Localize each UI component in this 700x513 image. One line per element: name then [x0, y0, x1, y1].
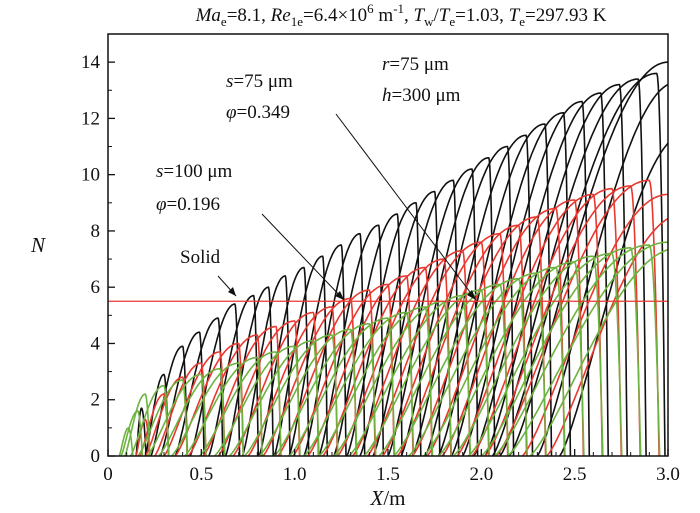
n-factor-curve — [273, 255, 329, 456]
series-layer — [118, 61, 668, 456]
n-factor-curve — [183, 356, 263, 456]
n-factor-curve — [303, 311, 415, 456]
n-factor-curve — [189, 303, 241, 456]
n-factor-curve — [318, 306, 434, 456]
series-2 — [118, 241, 668, 456]
n-factor-curve — [521, 193, 668, 456]
annotation-s100-spacing: s=100 μm — [156, 161, 233, 182]
n-factor-curve — [450, 112, 572, 456]
annotation-s100-arrowhead — [335, 291, 344, 300]
annotation-s100-porosity: φ=0.196 — [156, 194, 220, 215]
y-tick-label: 4 — [91, 333, 101, 354]
n-factor-curve — [243, 334, 339, 456]
n-factor-curve — [144, 376, 189, 456]
n-factor-curve — [157, 368, 226, 456]
n-factor-curve — [424, 134, 534, 456]
y-axis-label: N — [30, 233, 46, 257]
annotation-solid: Solid — [180, 247, 221, 268]
y-tick-label: 2 — [91, 390, 101, 411]
n-factor-curve — [228, 339, 320, 456]
chart-title: Mae=8.1, Re1e=6.4×106 m-1, Tw/Te=1.03, T… — [195, 1, 607, 29]
y-tick-label: 6 — [91, 277, 101, 298]
n-factor-curve — [508, 61, 668, 456]
n-factor-curve — [146, 373, 207, 456]
n-factor-curve — [150, 345, 189, 456]
x-tick-label: 0 — [103, 464, 113, 485]
n-factor-curve — [491, 78, 647, 456]
n-factor-curve — [303, 232, 366, 456]
n-factor-curve — [387, 168, 479, 456]
x-tick-label: 3.0 — [656, 464, 680, 485]
n-factor-curve — [163, 351, 226, 456]
n-factor-curve — [129, 384, 170, 456]
n-factor-curve — [208, 294, 260, 456]
n-factor-curve — [258, 328, 358, 456]
n-factor-curve — [318, 224, 385, 456]
n-factor-curve — [546, 217, 668, 456]
n-factor-curve — [292, 283, 395, 456]
y-tick-label: 14 — [81, 52, 101, 73]
n-factor-curve — [124, 393, 151, 456]
n-factor-curve — [456, 193, 604, 456]
n-factor-curve — [400, 157, 496, 456]
n-factor-curve — [137, 379, 189, 456]
n-factor-curve — [495, 179, 660, 456]
x-tick-label: 1.5 — [376, 464, 400, 485]
x-tick-label: 0.5 — [189, 464, 213, 485]
n-factor-curve — [154, 362, 207, 456]
n-factor-curve — [346, 202, 422, 456]
x-tick-label: 2.0 — [469, 464, 493, 485]
annotation-s75-porosity: φ=0.349 — [226, 102, 290, 123]
n-factor-curve — [288, 317, 396, 456]
n-factor-curve — [493, 244, 661, 456]
n-factor-curve — [506, 241, 668, 456]
annotation-s75-spacing: s=75 μm — [226, 71, 293, 92]
y-tick-label: 0 — [91, 446, 101, 467]
n-factor-curve — [559, 141, 668, 456]
n-factor-curve — [452, 255, 604, 456]
n-factor-curve — [273, 323, 377, 456]
n-factor-curve — [372, 179, 460, 456]
n-factor-curve — [213, 345, 301, 456]
annotation-solid-arrowhead — [228, 287, 236, 296]
x-tick-label: 1.0 — [283, 464, 307, 485]
n-factor-curve — [198, 351, 282, 456]
n-factor-curve — [174, 317, 224, 456]
n-factor-curve — [529, 248, 668, 456]
annotation-roughness-height: h=300 μm — [382, 85, 461, 106]
x-tick-label: 2.5 — [563, 464, 587, 485]
axis-layer: 0 0.5 1.0 1.5 2.0 2.5 3.0 0 2 4 6 8 10 12 14 — [81, 52, 680, 485]
annotation-s75-arrow — [335, 113, 477, 301]
n-factor-curve — [224, 286, 274, 456]
annotation-roughness-radius: r=75 μm — [382, 54, 449, 75]
y-tick-label: 12 — [81, 108, 100, 129]
n-factor-curve — [480, 247, 642, 456]
n-factor-curve — [120, 410, 144, 456]
x-axis-label: X/m — [370, 486, 406, 510]
n-factor-curve — [484, 83, 628, 456]
series-1 — [135, 179, 668, 456]
n-factor-curve — [333, 213, 403, 456]
y-tick-label: 8 — [91, 221, 101, 242]
n-factor-curve — [241, 275, 291, 456]
n-factor-curve — [471, 187, 623, 456]
n-factor-curve — [170, 362, 245, 456]
annotation-s100-arrow — [261, 213, 345, 301]
n-factor-curve — [536, 83, 668, 456]
annotation-s75-arrowhead — [467, 290, 476, 300]
n-factor-curve — [359, 190, 441, 456]
n-factor-curve — [411, 145, 515, 456]
y-tick-label: 10 — [81, 165, 100, 186]
